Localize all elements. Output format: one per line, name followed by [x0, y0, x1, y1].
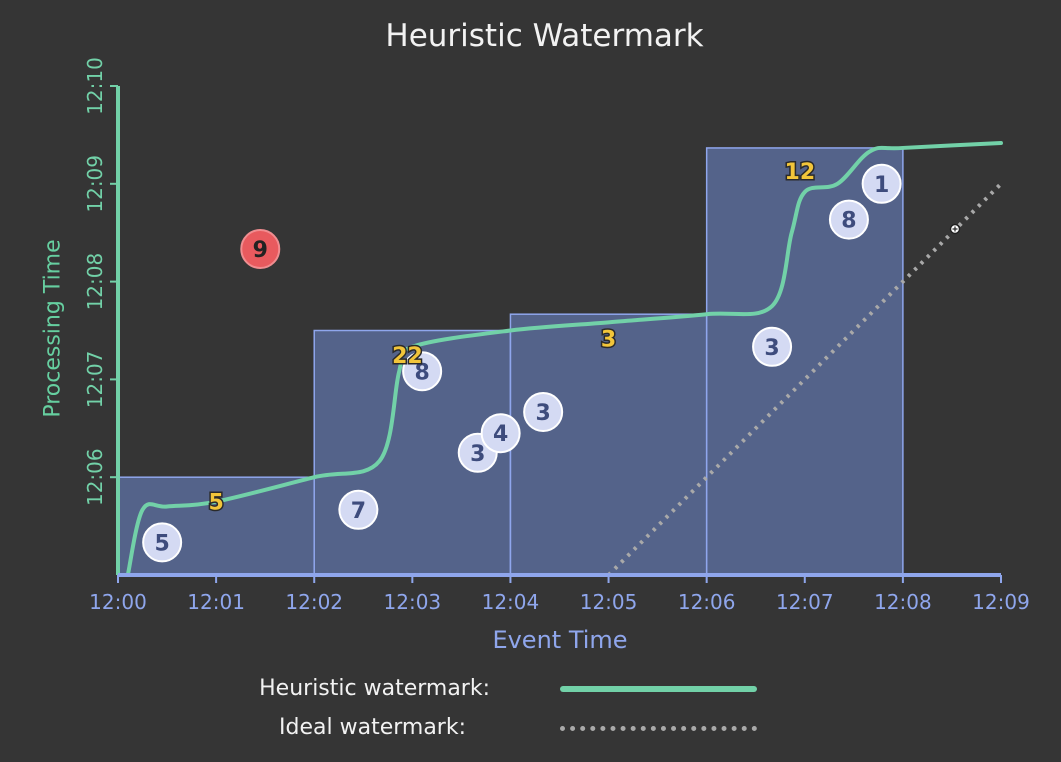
legend-heuristic-label: Heuristic watermark: [259, 676, 490, 701]
window-sum-label: 5 [208, 491, 223, 516]
data-point [142, 522, 183, 563]
x-tick-label: 12:06 [678, 590, 736, 614]
x-tick-label: 12:05 [580, 590, 638, 614]
data-point-label: 4 [493, 422, 508, 447]
window-sum-label: 12 [785, 160, 816, 185]
chart-title: Heuristic Watermark [385, 18, 704, 54]
data-point-label: 3 [764, 336, 779, 361]
data-point [402, 351, 443, 392]
x-tick-label: 12:03 [384, 590, 442, 614]
late-data-point [240, 229, 281, 269]
data-point-label: 7 [351, 499, 366, 524]
data-point [752, 326, 793, 367]
x-tick-label: 12:02 [285, 590, 343, 614]
data-point-label: 5 [154, 531, 169, 556]
y-tick-label: 12:09 [83, 155, 107, 213]
data-point-label: 1 [874, 173, 889, 198]
data-point-label: 3 [535, 401, 550, 426]
legend-heuristic-swatch [560, 686, 757, 692]
legend-ideal-swatch [560, 726, 757, 731]
legend-ideal-label: Ideal watermark: [279, 715, 466, 740]
ideal-watermark-line [607, 182, 1003, 577]
window-sum-label: 3 [601, 328, 616, 353]
x-axis-label: Event Time [492, 626, 628, 654]
data-point [523, 392, 564, 432]
y-tick-label: 12:08 [83, 253, 107, 311]
x-tick-label: 12:01 [187, 590, 245, 614]
data-point-label: 9 [253, 238, 268, 263]
x-tick-label: 12:04 [482, 590, 540, 614]
data-point [480, 413, 521, 454]
data-point [861, 163, 902, 204]
y-tick-label: 12:06 [83, 448, 107, 506]
x-tick-label: 12:09 [972, 590, 1030, 614]
x-tick-label: 12:08 [874, 590, 932, 614]
window-sum-label: 22 [392, 344, 423, 369]
window-pane-2 [509, 313, 708, 576]
heuristic-watermark-line [125, 141, 1003, 577]
data-point-label: 8 [414, 360, 429, 385]
cursor-icon [949, 223, 961, 235]
x-tick-label: 12:00 [89, 590, 147, 614]
window-pane-3 [705, 147, 904, 576]
data-point [828, 199, 869, 240]
data-point-label: 8 [841, 209, 856, 234]
y-tick-label: 12:07 [83, 351, 107, 409]
y-axis-label: Processing Time [40, 239, 66, 418]
y-tick-label: 12:10 [83, 57, 107, 115]
x-tick-label: 12:07 [776, 590, 834, 614]
data-point [338, 489, 379, 530]
data-point-label: 3 [470, 442, 485, 467]
